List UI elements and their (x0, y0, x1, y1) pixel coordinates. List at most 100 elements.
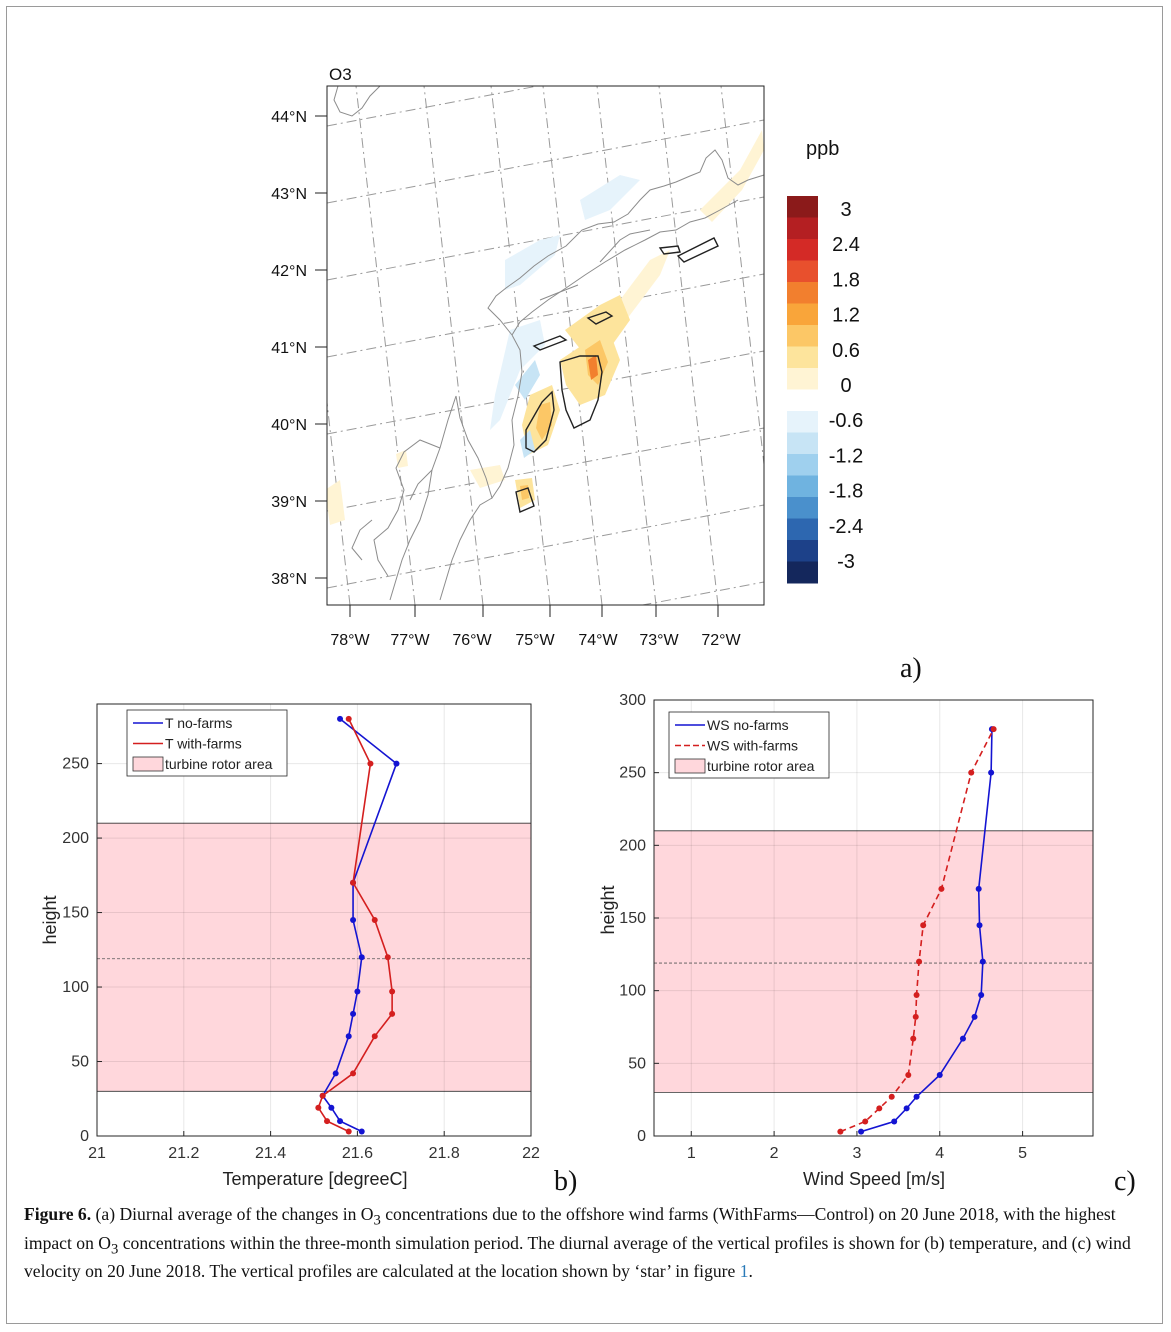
data-point (976, 922, 983, 929)
colorbar-swatch (787, 411, 818, 433)
y-tick-label: 250 (619, 765, 646, 782)
data-point (337, 715, 344, 722)
data-point (345, 715, 352, 722)
lat-tick-label: 40°N (271, 417, 307, 434)
colorbar-swatch (787, 561, 818, 584)
colorbar-swatch (787, 239, 818, 261)
data-point (337, 1118, 344, 1125)
temperature-profile-chart: 21 21.2 21.4 21.6 21.8 22 0 50 100 150 200 250 Temp… (40, 703, 577, 1197)
data-point (936, 1071, 943, 1078)
x-tick-label: 21.6 (342, 1145, 373, 1162)
x-tick-label: 21.4 (255, 1145, 286, 1162)
colorbar-label: 0.6 (832, 340, 860, 362)
wind-farm-outlines (515, 237, 719, 513)
figure-frame (6, 6, 1163, 1324)
data-point (905, 1071, 912, 1078)
y-tick-label: 50 (71, 1054, 89, 1071)
x-axis-label: Temperature [degreeC] (222, 1169, 407, 1189)
colorbar-swatch (787, 454, 818, 476)
data-point (367, 760, 374, 767)
x-tick-label: 4 (935, 1145, 944, 1162)
colorbar-swatch (787, 475, 818, 498)
data-point (913, 992, 920, 999)
data-point (979, 958, 986, 965)
lat-ticks (315, 115, 327, 579)
lon-tick-label: 72°W (701, 632, 741, 649)
data-point (968, 769, 975, 776)
y-tick-label: 50 (628, 1055, 646, 1072)
data-point (384, 954, 391, 961)
y-tick-label: 200 (62, 830, 89, 847)
map-graticule (327, 86, 764, 605)
data-point (371, 1033, 378, 1040)
data-point (920, 922, 927, 929)
legend-entry: T with-farms (165, 736, 242, 752)
lat-tick-label: 44°N (271, 109, 307, 126)
colorbar-swatch (787, 346, 818, 369)
data-point (324, 1118, 331, 1125)
colorbar-label: -0.6 (829, 410, 863, 432)
colorbar-label: 1.2 (832, 305, 860, 327)
data-point (389, 1010, 396, 1017)
data-point (912, 1013, 919, 1020)
turbine-rotor-area (97, 823, 531, 1092)
data-point (332, 1070, 339, 1077)
colorbar-swatch (787, 282, 818, 304)
data-point (862, 1118, 869, 1125)
colorbar-unit: ppb (806, 138, 839, 160)
caption-text: concentrations due to the offshore wind … (24, 1204, 1116, 1253)
data-point (354, 988, 361, 995)
colorbar-swatch (787, 325, 818, 347)
data-point (990, 726, 997, 733)
lon-tick-label: 74°W (578, 632, 618, 649)
lat-tick-label: 39°N (271, 494, 307, 511)
colorbar-label: -1.8 (829, 481, 863, 503)
lon-tick-label: 78°W (330, 632, 370, 649)
data-point (358, 1128, 365, 1135)
lat-tick-label: 38°N (271, 571, 307, 588)
lon-tick-label: 75°W (515, 632, 555, 649)
colorbar-label: -2.4 (829, 516, 863, 538)
data-point (988, 769, 995, 776)
colorbar-swatch (787, 432, 818, 455)
data-point (328, 1104, 335, 1111)
data-point (910, 1035, 917, 1042)
data-point (350, 1010, 357, 1017)
x-axis-label: Wind Speed [m/s] (803, 1169, 945, 1189)
colorbar (787, 196, 818, 584)
colorbar-label: -3 (837, 551, 855, 573)
colorbar-label: 2.4 (832, 234, 860, 256)
data-point (891, 1118, 898, 1125)
lon-tick-label: 73°W (639, 632, 679, 649)
figure-reference-link[interactable]: 1 (739, 1261, 749, 1282)
y-tick-label: 0 (637, 1128, 646, 1145)
map-panel: O3 (271, 65, 922, 684)
panel-label-b: b) (554, 1166, 577, 1197)
data-point (350, 917, 357, 923)
caption-text: concentrations within the three-month si… (24, 1232, 1131, 1282)
colorbar-swatch (787, 217, 818, 240)
data-point (975, 885, 982, 892)
data-point (371, 917, 378, 923)
data-point (876, 1105, 883, 1112)
turbine-rotor-area (654, 830, 1093, 1093)
data-point (938, 885, 945, 892)
x-tick-label: 5 (1018, 1145, 1027, 1162)
x-tick-label: 2 (770, 1145, 779, 1162)
y-tick-label: 250 (62, 756, 89, 773)
data-point (971, 1013, 978, 1020)
map-title: O3 (329, 65, 352, 84)
data-point (315, 1104, 322, 1111)
y-tick-label: 100 (619, 983, 646, 1000)
data-point (888, 1093, 895, 1100)
colorbar-swatch (787, 196, 818, 218)
lon-tick-label: 76°W (452, 632, 492, 649)
colorbar-label: 3 (840, 199, 851, 221)
ozone-change-field (327, 130, 764, 525)
colorbar-swatch (787, 303, 818, 326)
x-tick-label: 3 (852, 1145, 861, 1162)
data-point (959, 1035, 966, 1042)
legend-swatch (674, 758, 706, 774)
x-tick-label: 21.8 (429, 1145, 460, 1162)
